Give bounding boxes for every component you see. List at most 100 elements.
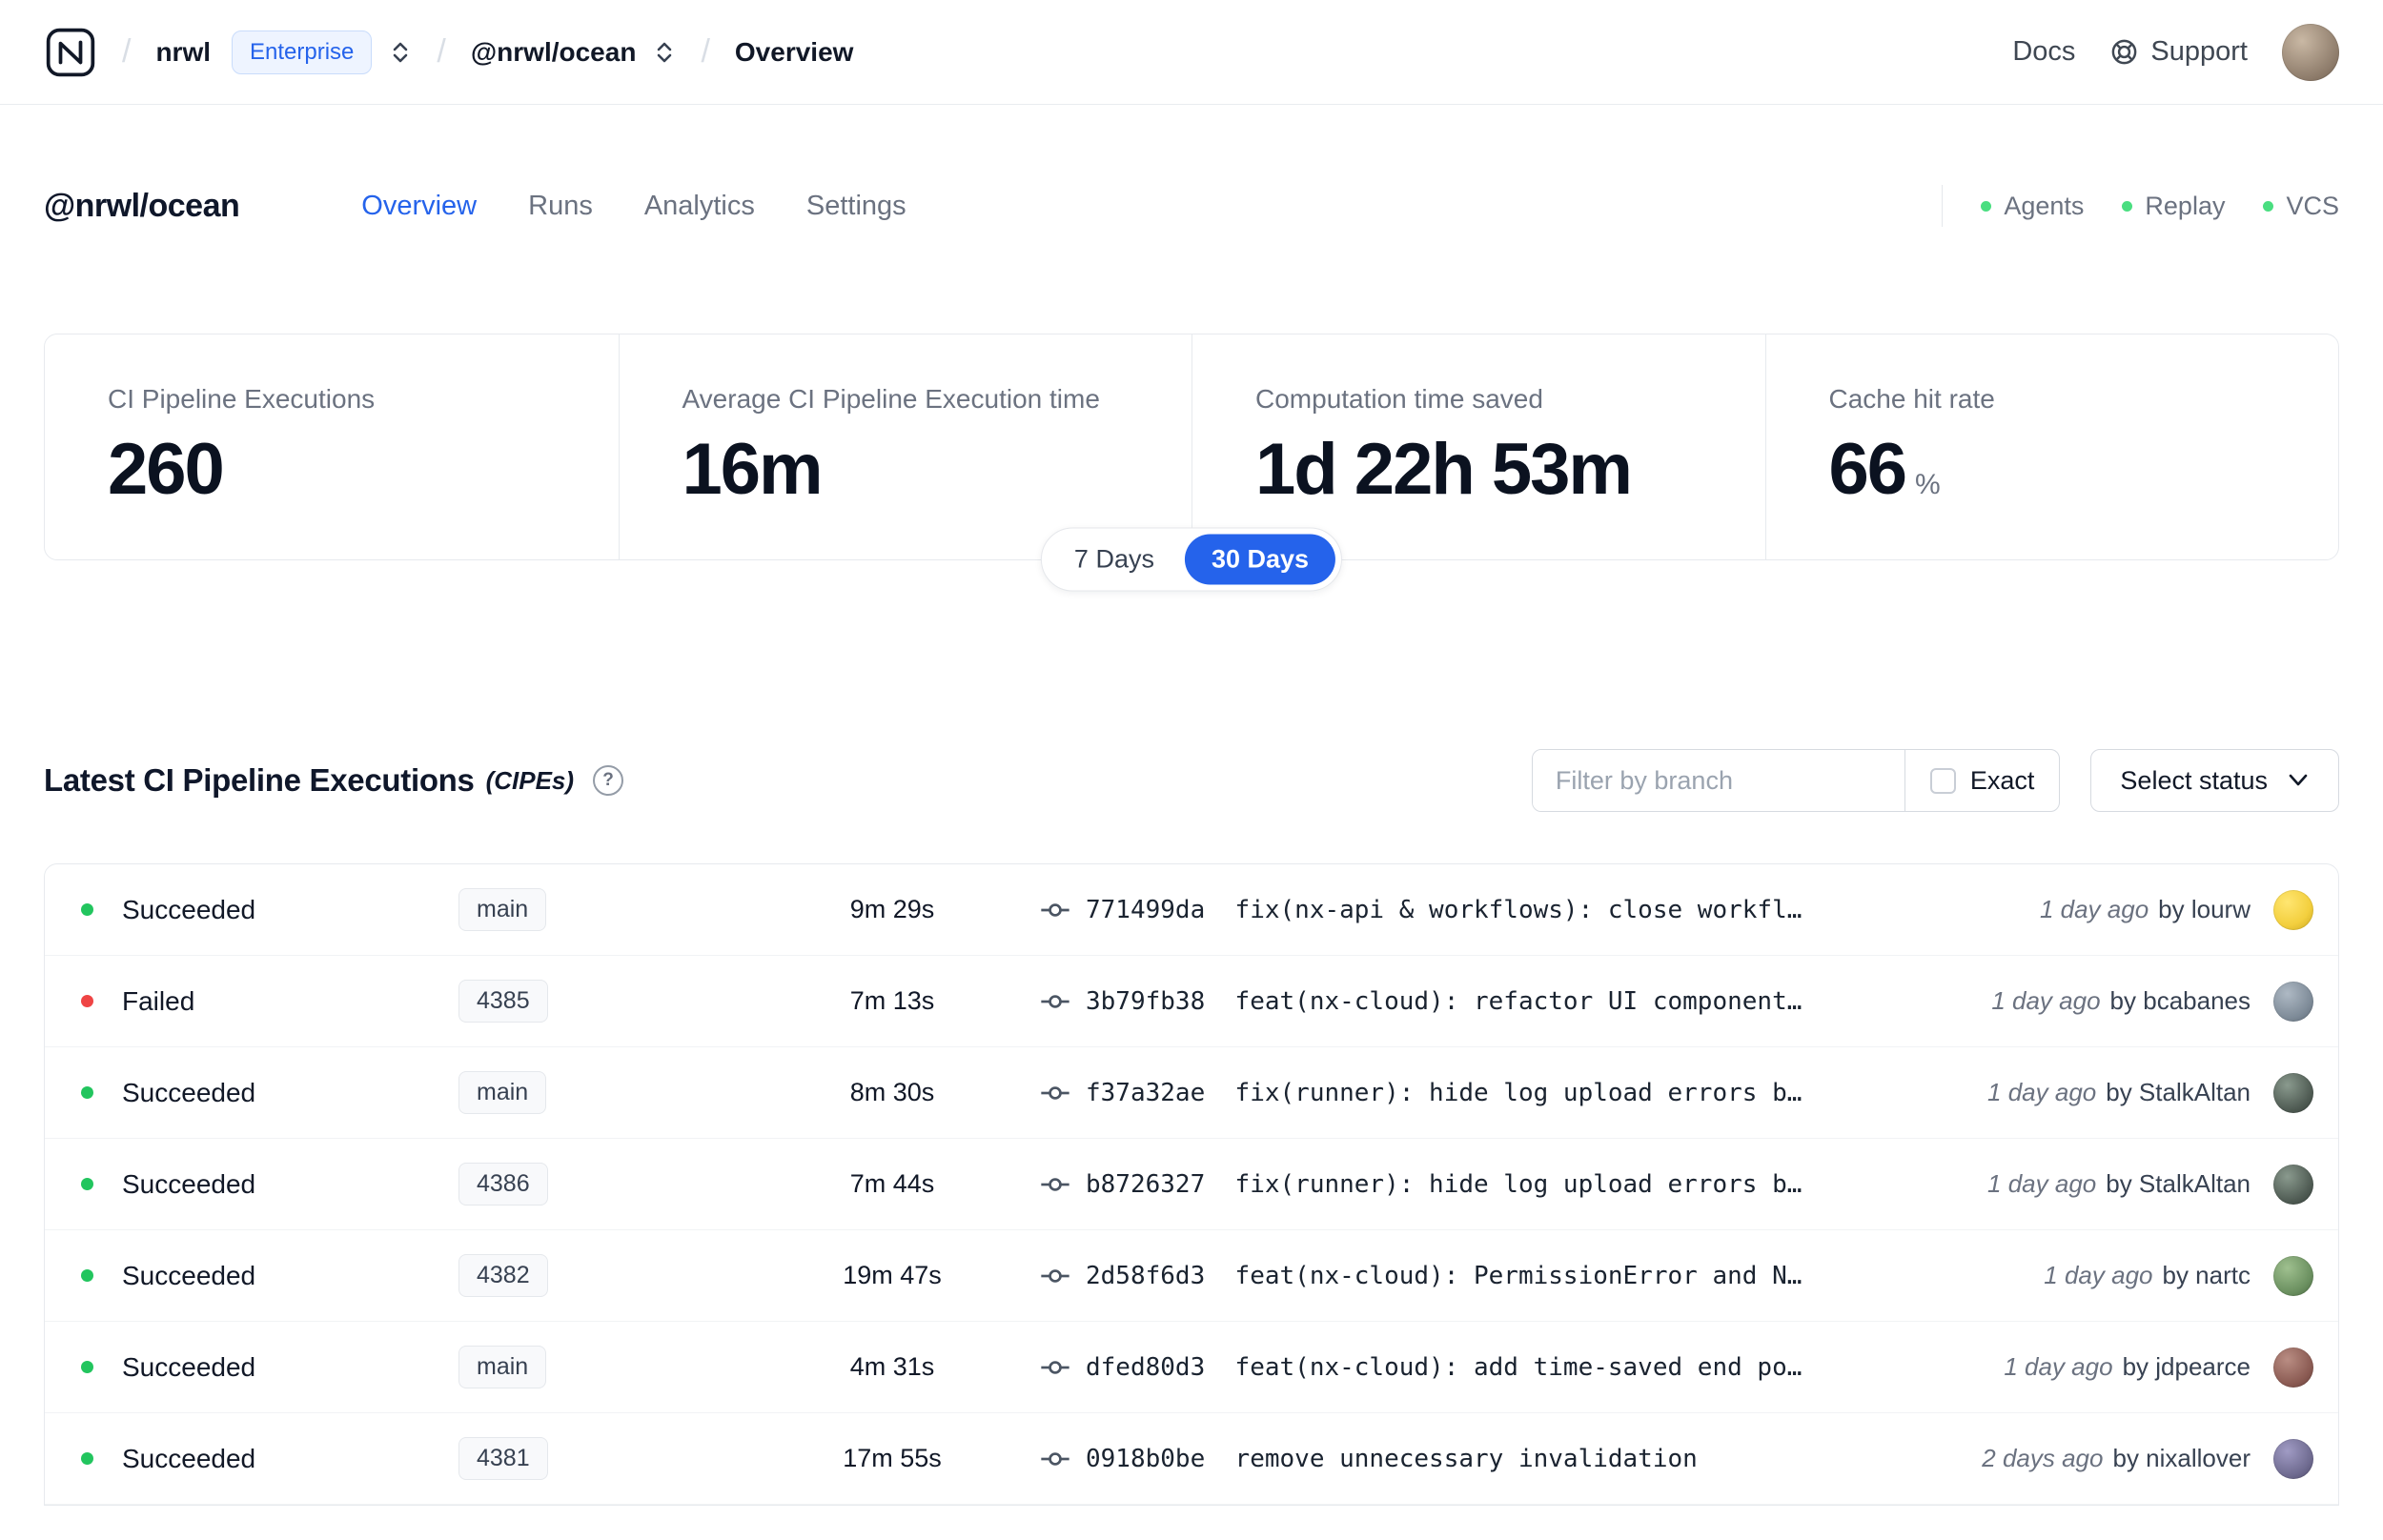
branch-badge[interactable]: 4382 [458, 1254, 548, 1297]
user-avatar[interactable] [2282, 23, 2339, 81]
support-label: Support [2150, 36, 2248, 67]
stat-value: 260 [108, 429, 225, 510]
status-label: Succeeded [122, 1168, 256, 1199]
time-ago: 1 day ago [2044, 1261, 2153, 1289]
status-label: Failed [122, 985, 195, 1016]
section-title-suffix: (CIPEs) [485, 765, 575, 795]
table-row[interactable]: Succeeded 4381 17m 55s 0918b0be remove u… [45, 1413, 2338, 1505]
org-selector-icon[interactable] [389, 39, 412, 66]
breadcrumb-separator: / [437, 33, 446, 70]
status-label: Succeeded [122, 1443, 256, 1473]
status-dot-success [81, 1178, 93, 1190]
branch-badge[interactable]: main [458, 1071, 547, 1114]
table-row[interactable]: Succeeded main 8m 30s f37a32ae fix(runne… [45, 1047, 2338, 1139]
breadcrumb-workspace[interactable]: @nrwl/ocean [470, 36, 637, 67]
commit-message[interactable]: f37a32ae fix(runner): hide log upload er… [1086, 1078, 1803, 1107]
author: by lourw [2158, 895, 2251, 923]
author: by nartc [2162, 1261, 2251, 1289]
tab-settings[interactable]: Settings [805, 190, 906, 221]
table-row[interactable]: Succeeded main 9m 29s 771499da fix(nx-ap… [45, 864, 2338, 956]
commit-message[interactable]: b8726327 fix(runner): hide log upload er… [1086, 1169, 1803, 1199]
nx-cloud-logo-icon[interactable] [44, 26, 97, 79]
stat-card-cache-hit-rate: Cache hit rate 66% [1764, 334, 2339, 559]
support-link[interactable]: Support [2109, 36, 2248, 68]
time-ago: 2 days ago [1982, 1444, 2104, 1472]
table-row[interactable]: Succeeded main 4m 31s dfed80d3 feat(nx-c… [45, 1322, 2338, 1413]
table-row[interactable]: Failed 4385 7m 13s 3b79fb38 feat(nx-clou… [45, 956, 2338, 1047]
stat-label: Average CI Pipeline Execution time [682, 384, 1100, 414]
duration: 7m 44s [849, 1169, 935, 1198]
branch-badge[interactable]: main [458, 888, 547, 931]
commit-message[interactable]: 0918b0be remove unnecessary invalidation [1086, 1444, 1698, 1473]
author: by jdpearce [2122, 1352, 2251, 1381]
breadcrumb-org[interactable]: nrwl [155, 36, 212, 67]
tab-runs[interactable]: Runs [528, 190, 593, 221]
commit-message[interactable]: 2d58f6d3 feat(nx-cloud): PermissionError… [1086, 1261, 1803, 1290]
help-icon[interactable]: ? [593, 765, 624, 796]
green-dot-icon [2122, 200, 2133, 212]
workspace-tabs: Overview Runs Analytics Settings [361, 191, 906, 222]
row-meta: 1 day ago by StalkAltan [1987, 1078, 2251, 1107]
commit-message[interactable]: 3b79fb38 feat(nx-cloud): refactor UI com… [1086, 986, 1803, 1016]
table-row[interactable]: Succeeded 4382 19m 47s 2d58f6d3 feat(nx-… [45, 1230, 2338, 1322]
stat-value: 1d 22h 53m [1255, 429, 1633, 510]
tab-analytics[interactable]: Analytics [643, 190, 755, 221]
status-label: Succeeded [122, 894, 256, 924]
exact-toggle[interactable]: Exact [1904, 750, 2060, 811]
git-commit-icon [1040, 1352, 1070, 1383]
commit-cell: 0918b0be remove unnecessary invalidation [1040, 1444, 1953, 1474]
range-30-days[interactable]: 30 Days [1184, 534, 1336, 585]
status-vcs[interactable]: VCS [2263, 192, 2339, 221]
status-replay[interactable]: Replay [2122, 192, 2225, 221]
author: by nixallover [2112, 1444, 2251, 1472]
time-ago: 1 day ago [1987, 1078, 2097, 1106]
branch-filter-group: Exact [1531, 749, 2061, 812]
status-dot-success [81, 1452, 93, 1465]
author: by StalkAltan [2106, 1169, 2251, 1198]
table-row[interactable]: Succeeded 4386 7m 44s b8726327 fix(runne… [45, 1139, 2338, 1230]
cipe-controls: Exact Select status [1531, 749, 2339, 812]
branch-badge[interactable]: 4381 [458, 1437, 548, 1480]
tab-overview[interactable]: Overview [361, 190, 478, 221]
green-dot-icon [2263, 200, 2274, 212]
author-avatar [2273, 1072, 2313, 1113]
author-avatar [2273, 981, 2313, 1022]
git-commit-icon [1040, 986, 1070, 1017]
status-dot-success [81, 1361, 93, 1373]
duration: 17m 55s [843, 1444, 942, 1472]
stats-cards: CI Pipeline Executions 260 Average CI Pi… [44, 334, 2339, 592]
time-ago: 1 day ago [1991, 986, 2101, 1015]
branch-badge[interactable]: 4385 [458, 980, 548, 1023]
branch-badge[interactable]: 4386 [458, 1163, 548, 1206]
author-avatar [2273, 889, 2313, 930]
status-agents[interactable]: Agents [1981, 192, 2084, 221]
commit-cell: 2d58f6d3 feat(nx-cloud): PermissionError… [1040, 1261, 2015, 1291]
git-commit-icon [1040, 895, 1070, 925]
divider [1942, 185, 1944, 227]
duration: 9m 29s [849, 895, 935, 923]
branch-badge[interactable]: main [458, 1346, 547, 1388]
row-meta: 1 day ago by bcabanes [1991, 986, 2251, 1016]
status-label: VCS [2286, 191, 2339, 220]
topbar-actions: Docs Support [2012, 23, 2339, 81]
duration: 19m 47s [843, 1261, 942, 1289]
docs-link[interactable]: Docs [2012, 36, 2076, 67]
status-select[interactable]: Select status [2090, 749, 2339, 812]
author-avatar [2273, 1255, 2313, 1296]
workspace-selector-icon[interactable] [653, 39, 676, 66]
range-7-days[interactable]: 7 Days [1073, 544, 1154, 574]
duration: 8m 30s [849, 1078, 935, 1106]
row-meta: 1 day ago by nartc [2044, 1261, 2251, 1290]
commit-cell: b8726327 fix(runner): hide log upload er… [1040, 1169, 1959, 1200]
commit-message[interactable]: dfed80d3 feat(nx-cloud): add time-saved … [1086, 1352, 1803, 1382]
exact-checkbox[interactable] [1929, 767, 1956, 794]
stat-value: 66% [1828, 429, 1941, 510]
stat-card-avg-time: Average CI Pipeline Execution time 16m [618, 334, 1192, 559]
branch-filter-input[interactable] [1532, 750, 1904, 811]
stat-card-ci-executions: CI Pipeline Executions 260 [45, 334, 619, 559]
stat-label: Computation time saved [1255, 384, 1543, 414]
status-select-label: Select status [2120, 765, 2268, 795]
commit-message[interactable]: 771499da fix(nx-api & workflows): close … [1086, 895, 1803, 924]
row-meta: 2 days ago by nixallover [1982, 1444, 2251, 1473]
author: by StalkAltan [2106, 1078, 2251, 1106]
